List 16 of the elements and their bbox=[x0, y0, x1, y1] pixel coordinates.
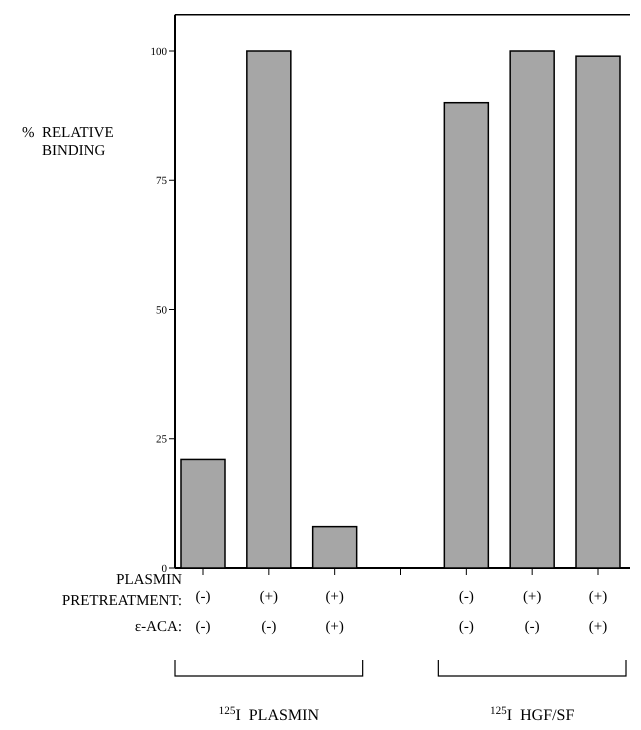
text: $^{125}$I HGF/SF bbox=[490, 705, 574, 724]
x-tick-label: (-) (-) bbox=[196, 589, 210, 635]
x-tick-label: (+) (-) bbox=[522, 589, 542, 635]
text: ε-ACA: bbox=[134, 619, 182, 635]
y-tick-label: 0 bbox=[162, 562, 168, 575]
y-tick-label: 25 bbox=[156, 434, 168, 446]
y-tick-label: 100 bbox=[150, 46, 168, 58]
text: $^{125}$I PLASMIN bbox=[218, 705, 320, 724]
y-tick-label: 50 bbox=[156, 304, 168, 316]
y-axis-title: % RELATIVE BINDING bbox=[22, 125, 114, 159]
x-tick-label: (+) (+) bbox=[325, 589, 344, 635]
x-tick-label: (+) (-) bbox=[260, 589, 278, 635]
text: PLASMIN PRETREATMENT: bbox=[62, 572, 182, 609]
x-tick-label: (-) (-) bbox=[458, 589, 474, 635]
x-tick-label: (+) (+) bbox=[588, 589, 608, 635]
y-tick-label: 75 bbox=[156, 175, 168, 188]
